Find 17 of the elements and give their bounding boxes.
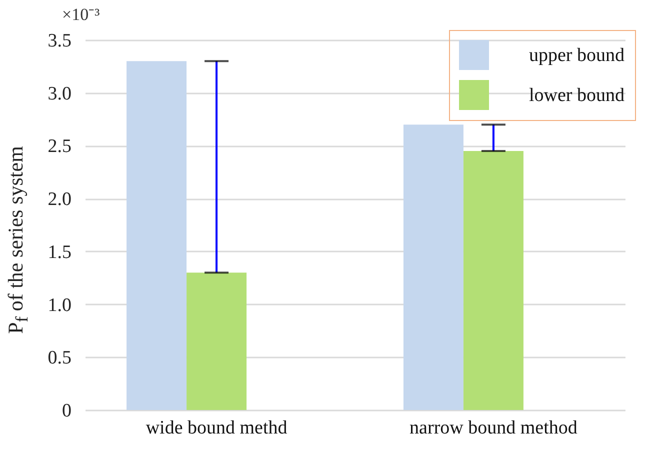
- y-tick-label: 1.5: [48, 242, 72, 263]
- y-tick-label: 3.5: [48, 30, 72, 52]
- text: ×10⁻³: [62, 4, 100, 25]
- bar: [126, 61, 187, 410]
- legend-label: lower bound: [529, 85, 626, 106]
- bar: [186, 272, 247, 410]
- y-tick-label: 2.0: [48, 189, 72, 210]
- bar: [463, 151, 524, 410]
- bar: [403, 124, 464, 410]
- y-tick-label: 3.0: [48, 83, 72, 104]
- y-tick-label: 0: [62, 400, 72, 422]
- x-tick-label: wide bound methd: [146, 418, 288, 438]
- y-tick-label: 2.5: [48, 136, 72, 158]
- legend-label: upper bound: [529, 45, 626, 66]
- x-tick-label: narrow bound method: [410, 418, 578, 438]
- y-tick-label: 1.0: [48, 294, 72, 316]
- y-tick-label: 0.5: [48, 348, 72, 369]
